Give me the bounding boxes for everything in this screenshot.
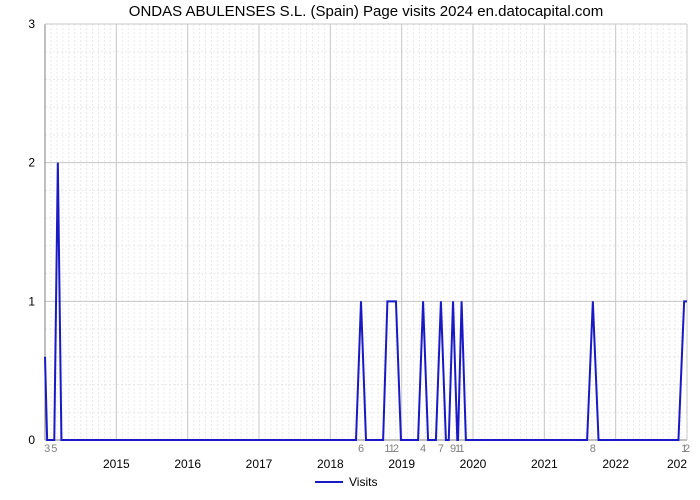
y-tick-label: 1 [28, 294, 35, 308]
x-year-label: 2018 [317, 457, 344, 471]
x-year-label: 2015 [103, 457, 130, 471]
x-year-label: 2021 [531, 457, 558, 471]
visits-line-chart: 0123201520162017201820192020202120222023… [0, 0, 700, 500]
chart-bg [0, 0, 700, 500]
x-secondary-label: 3 [44, 443, 50, 455]
x-year-label: 2022 [602, 457, 629, 471]
x-year-label: 202 [667, 457, 687, 471]
y-tick-label: 0 [28, 433, 35, 447]
chart-title: ONDAS ABULENSES S.L. (Spain) Page visits… [129, 3, 603, 20]
x-secondary-label: 7 [438, 443, 444, 455]
x-secondary-label: 8 [590, 443, 596, 455]
x-secondary-label: 1 [459, 443, 465, 455]
x-secondary-label: 5 [51, 443, 57, 455]
y-tick-label: 2 [28, 156, 35, 170]
x-secondary-label: 6 [358, 443, 364, 455]
x-secondary-label: 2 [393, 443, 399, 455]
x-secondary-label: 4 [420, 443, 426, 455]
y-tick-label: 3 [28, 17, 35, 31]
x-year-label: 2017 [246, 457, 273, 471]
x-year-label: 2016 [174, 457, 201, 471]
x-secondary-label: 2 [684, 443, 690, 455]
legend-label: Visits [349, 475, 377, 489]
x-year-label: 2020 [460, 457, 487, 471]
x-year-label: 2019 [388, 457, 415, 471]
